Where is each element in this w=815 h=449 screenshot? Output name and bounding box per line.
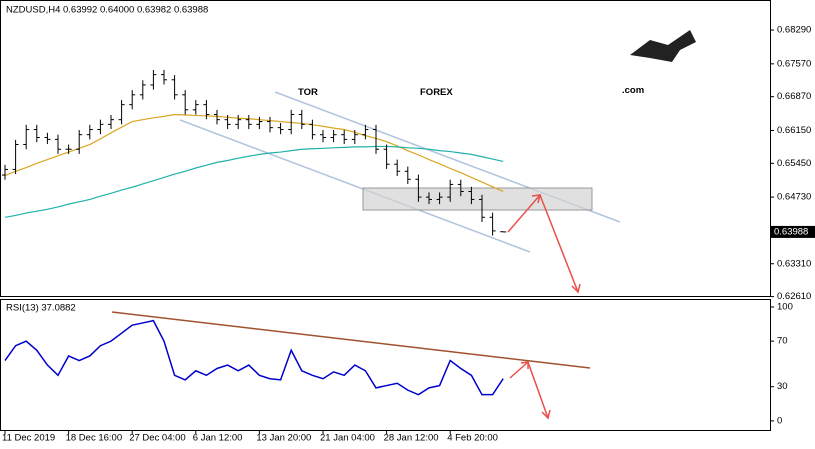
- arrow-heads: [531, 194, 581, 294]
- y-tick-label: 70: [777, 336, 788, 347]
- y-tick-label: 100: [777, 301, 793, 312]
- current-price-box: [771, 225, 815, 238]
- moving-average: [4, 113, 504, 193]
- x-tick-label: 4 Feb 20:00: [447, 433, 498, 444]
- rsi-arrow: [509, 360, 549, 419]
- watermark-com: .com: [622, 85, 644, 96]
- watermark-forex: FOREX: [420, 87, 453, 98]
- y-tick-label: 0.62610: [777, 291, 811, 302]
- y-tick-label: 0.65450: [777, 158, 811, 169]
- forecast-arrows: [111, 193, 591, 420]
- x-tick-label: 28 Jan 12:00: [384, 433, 439, 444]
- watermark-tor: TOR: [298, 87, 318, 98]
- rsi-title: RSI(13) 37.0882: [6, 303, 76, 314]
- y-tick-label: 0.63310: [777, 258, 811, 269]
- y-tick-label: 0.64730: [777, 192, 811, 203]
- x-tick-label: 11 Dec 2019: [2, 433, 55, 444]
- y-tick-label: 0.67570: [777, 58, 811, 69]
- x-tick-label: 27 Dec 04:00: [129, 433, 186, 444]
- channel-lower: [179, 119, 531, 253]
- y-tick-label: 0.68290: [777, 25, 811, 36]
- x-tick-label: 18 Dec 16:00: [66, 433, 123, 444]
- x-tick-label: 13 Jan 20:00: [256, 433, 311, 444]
- y-tick-label: 30: [777, 381, 788, 392]
- moving-average: [4, 145, 504, 218]
- y-tick-label: 0: [777, 415, 782, 426]
- rsi-trendline: [111, 311, 591, 369]
- main-panel-frame: [0, 0, 771, 297]
- current-price-label: 0.63988: [774, 226, 808, 237]
- main-title: NZDUSD,H4 0.63992 0.64000 0.63982 0.6398…: [6, 5, 208, 16]
- x-tick-label: 6 Jan 12:00: [193, 433, 243, 444]
- rsi-line: [4, 319, 504, 396]
- resistance-zone: [362, 187, 593, 211]
- y-tick-label: 0.66870: [777, 91, 811, 102]
- bull-icon: [630, 30, 696, 62]
- watermark: TOR FOREX .com: [298, 30, 696, 98]
- x-tick-label: 21 Jan 04:00: [320, 433, 375, 444]
- y-tick-label: 0.66150: [777, 125, 811, 136]
- rsi-arrow-heads: [520, 361, 551, 420]
- rsi-panel-frame: [0, 299, 771, 431]
